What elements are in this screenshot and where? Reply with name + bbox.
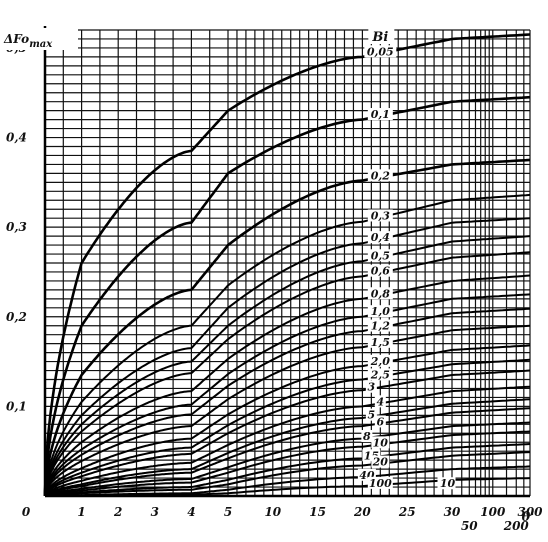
series-line — [43, 95, 531, 496]
series-label-bg — [364, 45, 397, 58]
x-tick-label: 10 — [264, 505, 281, 519]
series-label: 0,5 — [371, 249, 390, 262]
axes: 0,10,20,30,40,5ΔFomax0123451015202530501… — [2, 26, 543, 533]
series-label-bg — [367, 287, 393, 300]
series-label-bg — [367, 319, 393, 332]
series-label-bg — [367, 231, 393, 244]
x-tick-label: 2 — [113, 505, 122, 519]
x-tick-label: 20 — [353, 505, 371, 519]
x-tick-label: 15 — [309, 505, 326, 519]
x-tick-label: 5 — [224, 505, 232, 519]
legend-title: Bi — [371, 30, 388, 45]
series-label: 0,6 — [371, 265, 390, 278]
series-label-bg — [367, 368, 393, 381]
labels: 0,05 0,1 0,2 0,3 0,4 0,5 0,6 0,8 1,0 1,2 1,5 2,02,5… — [357, 28, 456, 490]
series-label: 1,5 — [371, 336, 390, 349]
series-line — [44, 251, 531, 496]
series-label: 2,0 — [370, 355, 390, 368]
series-label-bg — [367, 169, 393, 182]
series-line — [44, 358, 531, 496]
y-tick-label: 0,1 — [6, 399, 27, 413]
series-label-bg — [367, 305, 393, 318]
series-label: 0,3 — [371, 209, 390, 222]
series-line — [44, 430, 531, 497]
curves — [43, 33, 531, 497]
series-label: 10 — [373, 436, 389, 449]
y-tick-label: 0,3 — [6, 220, 27, 234]
series-label: 5 — [368, 409, 376, 422]
series-label: 0,2 — [371, 169, 390, 182]
series-label-bg — [367, 108, 393, 121]
series-line — [44, 407, 531, 497]
series-label-bg — [374, 415, 386, 428]
x-tick-label: 25 — [398, 505, 416, 519]
series-label: 0,4 — [371, 231, 390, 244]
series-label-bg — [374, 395, 386, 408]
series-label-bg — [367, 264, 393, 277]
series-label: 6 — [376, 415, 384, 428]
series-line — [44, 443, 531, 497]
series-label: 2,5 — [370, 368, 390, 381]
series-line — [44, 274, 531, 496]
series-line — [44, 344, 531, 496]
series-label: 8 — [363, 430, 371, 443]
x-tick-label: 300 — [517, 505, 543, 519]
series-line — [44, 217, 531, 496]
series-label-bg — [361, 430, 373, 443]
legend-title-bg — [368, 28, 395, 44]
series-label: 1,0 — [371, 305, 390, 318]
series-line — [44, 385, 531, 497]
series-label-bg — [367, 209, 393, 222]
series-label: 0,1 — [371, 108, 390, 121]
series-line — [44, 193, 531, 496]
series-line — [44, 421, 531, 497]
series-line — [44, 293, 531, 496]
series-line — [44, 324, 531, 496]
x-tick-label: 50 — [461, 519, 478, 533]
series-line — [44, 369, 531, 497]
series-line — [44, 398, 531, 497]
series-label: 0,05 — [367, 45, 394, 58]
series-line — [44, 235, 531, 496]
y-tick-label: 0,2 — [6, 310, 27, 324]
series-label: 0,8 — [371, 287, 390, 300]
series-label-bg — [367, 354, 393, 367]
series-line — [43, 158, 531, 496]
series-label: 4 — [376, 395, 384, 408]
series-label-bg — [367, 249, 393, 262]
extra-label-bg — [437, 477, 456, 490]
y-axis-title-sub: max — [29, 39, 53, 50]
extra-label: 10 — [440, 477, 456, 490]
series-label-bg — [371, 455, 390, 468]
series-label-bg — [367, 335, 393, 348]
y-tick-label: 0,4 — [6, 131, 27, 145]
series-line — [43, 33, 531, 496]
series-label-bg — [367, 476, 393, 489]
series-label: 20 — [372, 456, 389, 469]
x-tick-label: 100 — [480, 505, 506, 519]
series-label-bg — [365, 380, 377, 393]
series-label: 3 — [368, 381, 376, 394]
y-axis-title-bg — [2, 28, 78, 50]
series-line — [44, 451, 531, 497]
series-label-bg — [365, 408, 377, 421]
x-tick-label: 3 — [151, 505, 159, 519]
x-tick-label: 1 — [77, 505, 85, 519]
x-tick-label: 4 — [187, 505, 195, 519]
series-label: 100 — [369, 477, 392, 490]
x-axis-title: θ' — [522, 510, 535, 525]
series-line — [44, 307, 531, 496]
x-tick-label: 200 — [503, 519, 530, 533]
series-label-bg — [371, 436, 390, 449]
x-tick-label: 0 — [22, 505, 31, 519]
x-tick-label: 30 — [444, 505, 461, 519]
series-label: 1,2 — [371, 320, 390, 333]
